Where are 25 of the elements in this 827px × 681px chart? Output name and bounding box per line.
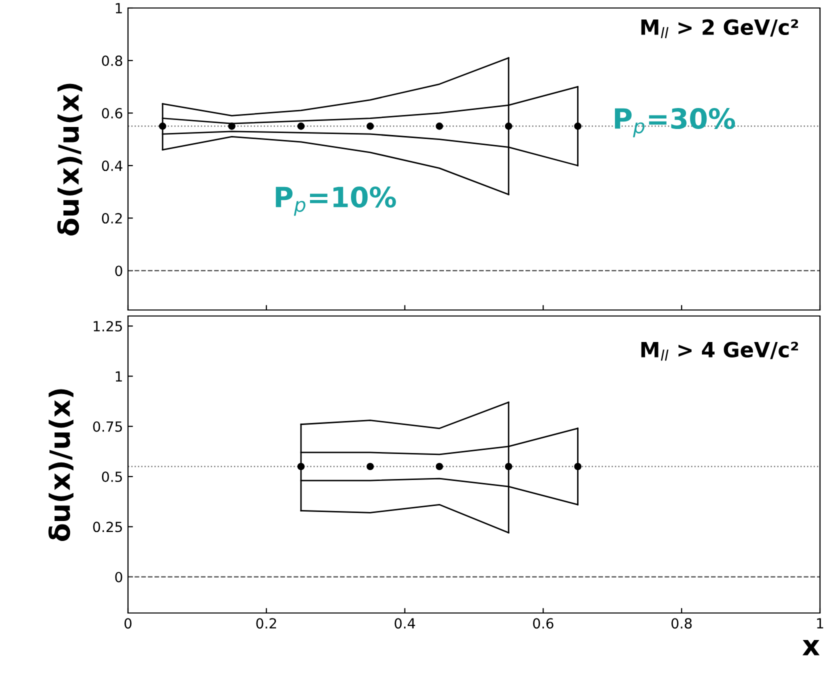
y-tick-label: 1.25 [94, 321, 122, 332]
x-tick-label: 0.8 [671, 618, 692, 629]
annotation: M$_{ll}$ > 4 GeV/c² [641, 342, 798, 361]
x-tick-label: 1 [817, 618, 824, 628]
annotation: P$_{p}$=30% [614, 108, 736, 138]
y-tick-label: 0.8 [102, 55, 122, 66]
y-tick-label: 0.2 [102, 213, 122, 224]
y-tick-label: 0 [115, 572, 122, 582]
x-tick-label: 0.6 [533, 618, 554, 629]
y-axis-title: δu(x)/u(x) [48, 389, 74, 541]
y-tick-label: 1 [116, 371, 122, 382]
annotation: P$_{p}$=10% [276, 186, 396, 216]
y-tick-label: 0 [115, 266, 122, 276]
y-tick-label: 0.25 [93, 522, 122, 532]
y-tick-label: 0.6 [102, 108, 122, 119]
y-tick-label: 1 [116, 3, 122, 14]
x-axis-title: x [802, 640, 820, 656]
x-tick-label: 0.4 [394, 618, 416, 629]
y-axis-title: δu(x)/u(x) [57, 84, 82, 236]
y-tick-label: 0.4 [102, 160, 122, 172]
y-tick-label: 0.75 [93, 421, 122, 432]
annotation: M$_{ll}$ > 2 GeV/c² [641, 19, 798, 38]
x-tick-label: 0 [124, 618, 132, 629]
y-tick-label: 0.5 [102, 472, 122, 482]
x-tick-label: 0.2 [256, 618, 276, 629]
